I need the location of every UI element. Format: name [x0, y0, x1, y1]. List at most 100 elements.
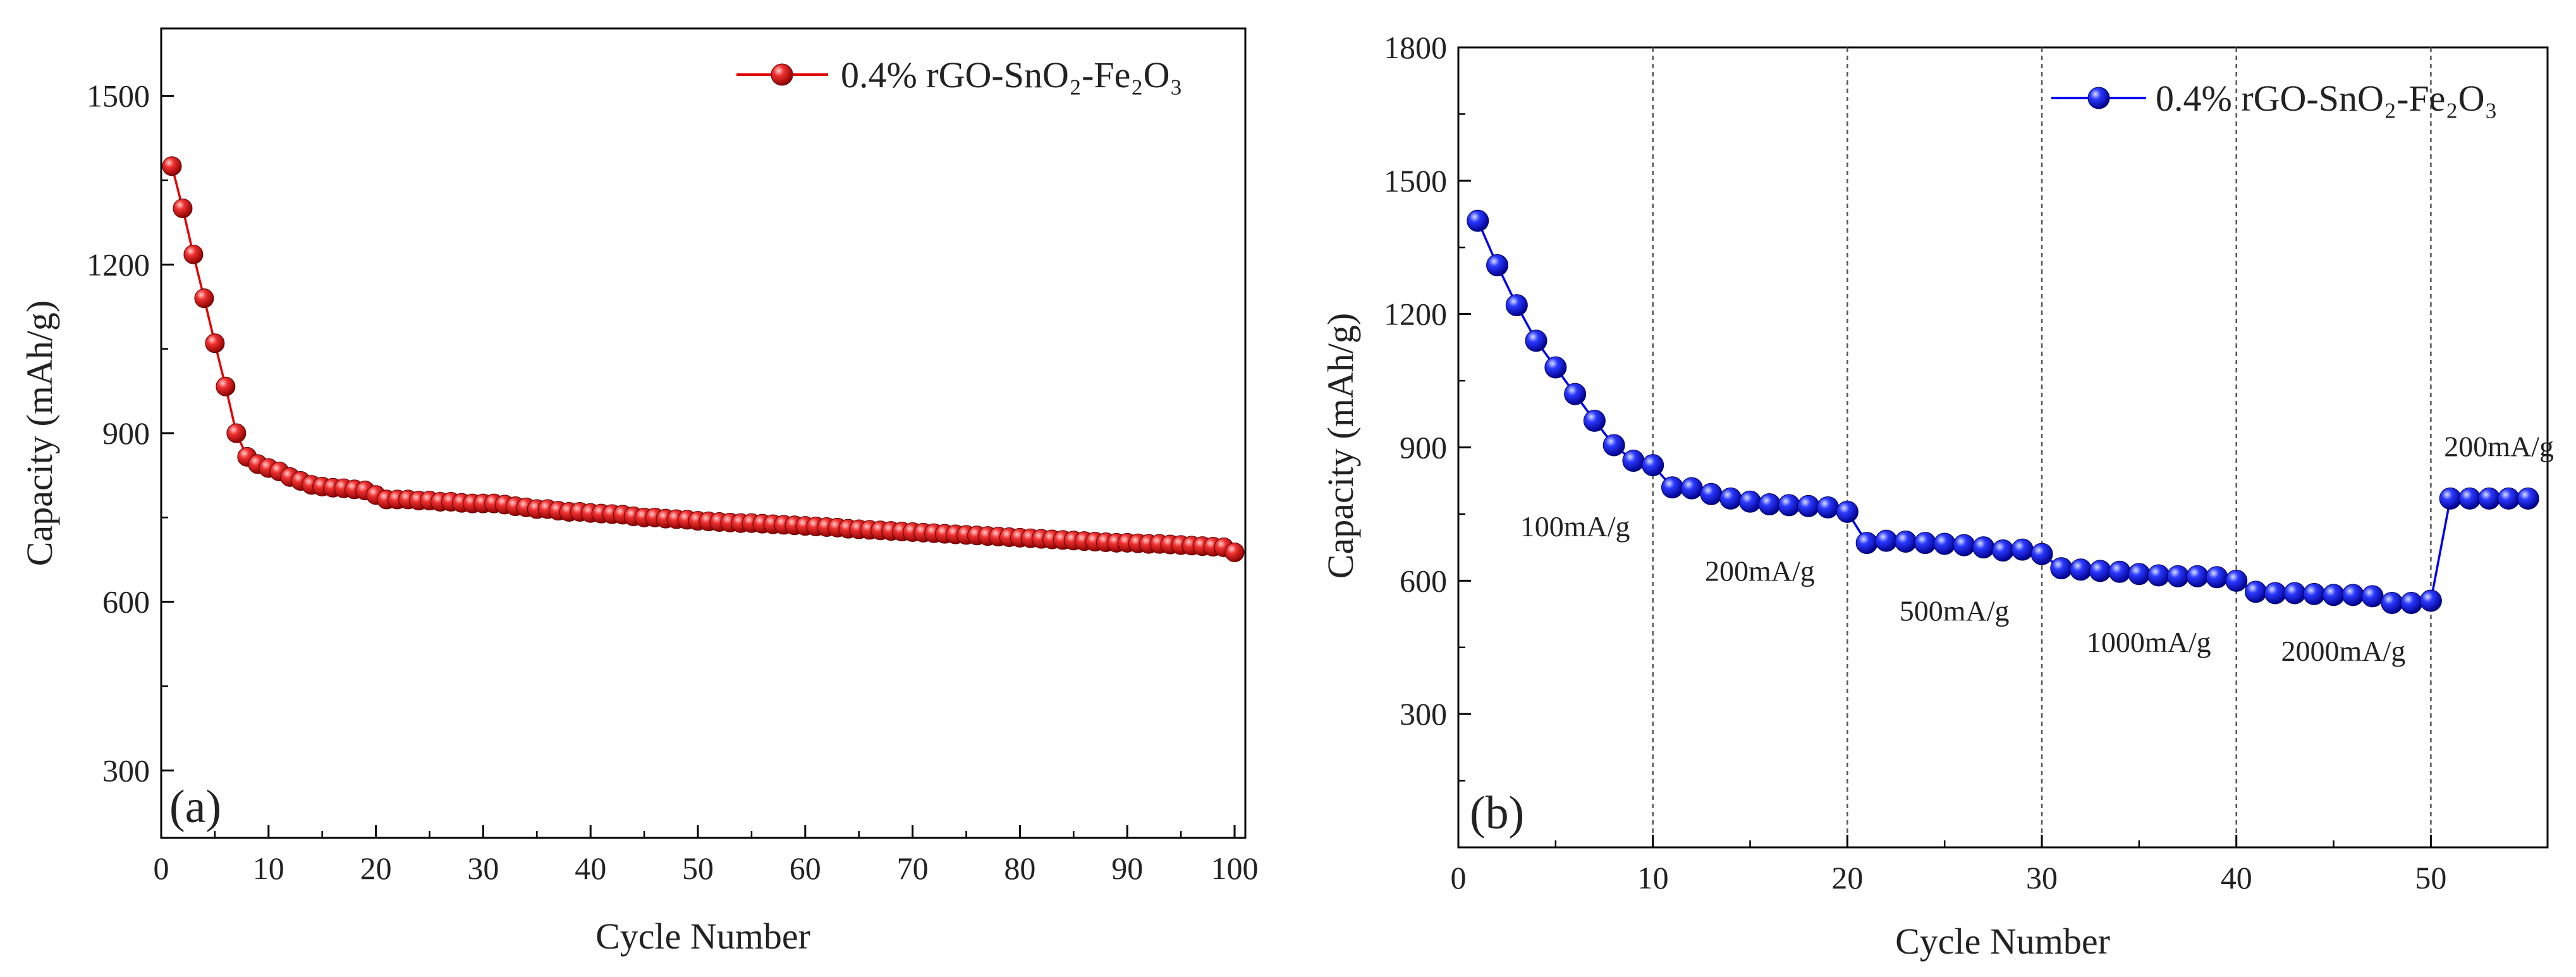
data-point: [1758, 493, 1781, 515]
data-point: [1700, 482, 1723, 505]
x-tick-label: 90: [1111, 851, 1143, 886]
data-point: [1895, 530, 1917, 553]
data-point: [2381, 591, 2403, 614]
data-point: [1602, 434, 1625, 457]
data-point: [1875, 529, 1898, 552]
data-point: [1933, 532, 1956, 555]
data-point: [2050, 557, 2073, 580]
chart-panel-b: 0 10 20 30 40 50 300 600 900 1200 1500 1800 100mA/…: [1320, 30, 2554, 962]
data-point: [2419, 589, 2442, 612]
data-point: [2225, 569, 2248, 592]
y-axis-ticks: 300 600 900 1200 1500 1800: [1384, 30, 1471, 782]
data-point: [1972, 536, 1995, 559]
data-point: [1642, 454, 1664, 477]
data-point: [1797, 495, 1820, 517]
data-point: [1739, 490, 1762, 513]
panel-label: (a): [169, 781, 221, 833]
data-point: [205, 333, 225, 353]
chart-panel-a: 0 10 20 30 40 50 60 70 80 90 100 300 600 900 1200 1500…: [19, 27, 1259, 957]
y-axis-label: Capacity (mAh/g): [1320, 313, 1361, 579]
data-point: [1224, 542, 1245, 562]
data-point: [1836, 500, 1859, 523]
data-point: [2439, 487, 2462, 510]
x-tick-label: 0: [1451, 860, 1467, 895]
x-tick-label: 100: [1211, 851, 1259, 886]
data-point: [2147, 564, 2170, 587]
data-point: [2517, 487, 2539, 510]
data-point: [1719, 487, 1742, 510]
y-tick-label: 1200: [1384, 297, 1447, 332]
y-tick-label: 1500: [87, 78, 150, 114]
data-point: [1661, 476, 1683, 499]
data-point: [1467, 209, 1489, 232]
rate-annotations: 100mA/g 200mA/g 500mA/g 1000mA/g 2000mA/g 200…: [1520, 431, 2554, 667]
y-tick-label: 1500: [1384, 163, 1447, 199]
data-point: [2458, 487, 2481, 510]
data-point: [1544, 356, 1567, 379]
rate-label: 1000mA/g: [2087, 626, 2211, 658]
data-point: [1953, 534, 1975, 556]
rate-label: 500mA/g: [1900, 595, 2010, 627]
x-tick-label: 30: [467, 851, 499, 886]
x-tick-label: 10: [253, 851, 284, 886]
x-tick-label: 20: [360, 851, 392, 886]
data-point: [2478, 487, 2501, 510]
legend-label: 0.4% rGO-SnO₂-Fe₂O₃: [841, 54, 1183, 95]
data-point: [2166, 565, 2189, 587]
data-point: [2400, 591, 2423, 614]
legend: 0.4% rGO-SnO₂-Fe₂O₃: [736, 54, 1183, 95]
data-point: [1622, 450, 1645, 472]
data-point: [2497, 487, 2520, 510]
y-tick-label: 900: [102, 415, 150, 451]
data-point: [2108, 560, 2131, 583]
legend-marker: [771, 63, 793, 86]
data-point: [216, 376, 236, 396]
x-tick-label: 20: [1831, 860, 1863, 895]
data-point: [2089, 560, 2111, 582]
rate-label: 2000mA/g: [2281, 635, 2406, 667]
data-point: [2070, 558, 2092, 581]
y-tick-label: 300: [1400, 696, 1447, 732]
x-tick-label: 70: [897, 851, 929, 886]
data-point: [183, 244, 204, 264]
plot-frame: [160, 27, 1247, 839]
data-point: [2303, 582, 2326, 605]
x-tick-label: 80: [1004, 851, 1035, 886]
data-point: [1486, 254, 1509, 276]
data-point: [2361, 585, 2384, 608]
x-axis-ticks: 0 10 20 30 40 50 60 70 80 90 100: [154, 825, 1259, 886]
data-point: [162, 156, 182, 176]
data-point: [2341, 584, 2364, 606]
legend-label: 0.4% rGO-SnO₂-Fe₂O₃: [2156, 78, 2498, 119]
rate-dividers: [1652, 47, 2432, 847]
x-tick-label: 40: [575, 851, 606, 886]
legend: 0.4% rGO-SnO₂-Fe₂O₃: [2051, 78, 2498, 119]
x-axis-ticks: 0 10 20 30 40 50: [1451, 835, 2446, 895]
data-point: [2011, 538, 2034, 561]
data-point: [1855, 532, 1878, 555]
data-point: [194, 288, 214, 309]
y-tick-label: 600: [102, 584, 150, 620]
data-point: [1505, 294, 1528, 317]
data-point: [2206, 566, 2228, 589]
data-point: [2186, 565, 2209, 587]
data-point: [2323, 584, 2345, 606]
x-tick-label: 30: [2026, 860, 2058, 895]
data-point: [1525, 329, 1547, 352]
series-points: [162, 156, 1245, 562]
y-tick-label: 900: [1400, 430, 1447, 465]
series-points: [1467, 209, 2539, 614]
data-point: [1778, 494, 1800, 517]
panel-label: (b): [1470, 787, 1524, 839]
x-tick-label: 0: [154, 851, 169, 886]
y-axis-label: Capacity (mAh/g): [19, 300, 60, 566]
data-point: [2244, 581, 2267, 603]
y-tick-label: 1800: [1384, 30, 1447, 65]
y-tick-label: 600: [1400, 563, 1447, 598]
rate-label: 200mA/g: [1705, 555, 1815, 587]
x-tick-label: 50: [682, 851, 714, 886]
data-point: [2128, 563, 2151, 586]
data-point: [2283, 582, 2306, 605]
data-point: [173, 198, 193, 218]
